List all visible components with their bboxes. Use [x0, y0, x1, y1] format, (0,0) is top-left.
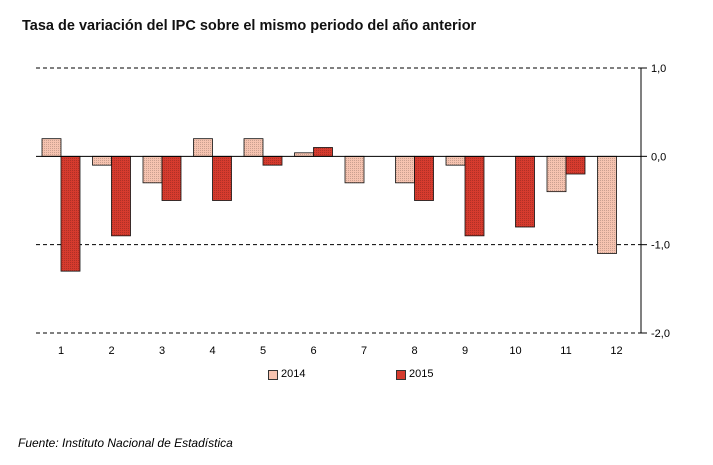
- y-tick-label: 1,0: [651, 63, 666, 75]
- x-tick-label: 1: [58, 345, 64, 357]
- x-tick-label: 4: [209, 345, 215, 357]
- bar-2015-texture: [111, 156, 131, 236]
- bar-2014-texture: [597, 156, 617, 254]
- source-note: Fuente: Instituto Nacional de Estadístic…: [18, 436, 233, 450]
- legend-swatch-2015: [396, 370, 406, 380]
- x-tick-label: 9: [462, 345, 468, 357]
- x-tick-label: 3: [159, 345, 165, 357]
- bar-2015-texture: [313, 147, 333, 157]
- bar-2014-texture: [92, 156, 112, 166]
- bar-2014-texture: [143, 156, 162, 183]
- x-tick-label: 10: [509, 345, 521, 357]
- bar-2014-texture: [345, 156, 364, 183]
- x-tick-label: 6: [310, 345, 316, 357]
- x-tick-label: 5: [260, 345, 266, 357]
- x-tick-label: 8: [411, 345, 417, 357]
- bar-2014-texture: [294, 152, 314, 157]
- legend-label-2015: 2015: [409, 368, 434, 380]
- bar-2014-texture: [42, 138, 61, 157]
- bar-2014-texture: [244, 138, 263, 157]
- bar-2014-texture: [547, 156, 566, 192]
- bar-2015-texture: [566, 156, 585, 174]
- x-tick-label: 11: [560, 345, 571, 357]
- bar-2015-texture: [414, 156, 434, 201]
- legend-label-2014: 2014: [281, 368, 306, 380]
- bar-2015-texture: [465, 156, 484, 236]
- bar-2015-texture: [162, 156, 181, 201]
- x-tick-label: 12: [610, 345, 622, 357]
- legend-swatch-2014: [268, 370, 278, 380]
- x-tick-label: 7: [361, 345, 367, 357]
- bar-2014-texture: [446, 156, 465, 166]
- bar-2014-texture: [395, 156, 415, 183]
- y-tick-label: -1,0: [651, 240, 670, 252]
- bar-2014-texture: [193, 138, 213, 157]
- bar-2015-texture: [61, 156, 80, 272]
- chart-title: Tasa de variación del IPC sobre el mismo…: [22, 18, 477, 34]
- bar-2015-texture: [212, 156, 232, 201]
- x-tick-label: 2: [108, 345, 114, 357]
- bar-2015-texture: [263, 156, 282, 166]
- y-tick-label: 0,0: [651, 151, 666, 163]
- y-tick-label: -2,0: [651, 328, 670, 340]
- bar-2015-texture: [515, 156, 535, 227]
